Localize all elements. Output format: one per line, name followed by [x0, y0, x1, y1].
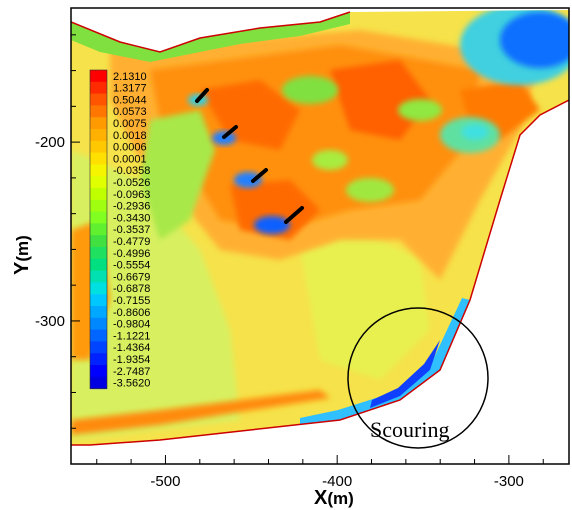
colorbar-swatch	[90, 294, 107, 307]
colorbar-swatch	[90, 129, 107, 142]
colorbar-swatch	[90, 365, 107, 378]
contour-field	[71, 10, 569, 445]
x-tick-label: -500	[150, 473, 180, 490]
domain-boundary	[71, 11, 569, 446]
colorbar-label: -0.6878	[113, 283, 150, 295]
colorbar-label: -0.7155	[113, 295, 150, 307]
colorbar-label: 1.3177	[113, 83, 147, 95]
colorbar-swatch	[90, 105, 107, 118]
x-axis-unit: (m)	[327, 489, 353, 508]
colorbar-label: -0.3430	[113, 212, 150, 224]
spur-dike-3	[251, 168, 268, 183]
scouring-label: Scouring	[370, 417, 449, 442]
spur-dikes	[195, 88, 304, 224]
colorbar-label: -1.1221	[113, 330, 150, 342]
colorbar-swatch	[90, 282, 107, 295]
plot-area: Scouring	[71, 8, 569, 464]
colorbar-swatch	[90, 117, 107, 130]
y-tick-label: -300	[35, 313, 65, 330]
colorbar-swatch	[90, 70, 107, 83]
colorbar-swatch	[90, 317, 107, 331]
colorbar-label: 0.0573	[113, 106, 147, 118]
colorbar-label: -0.4996	[113, 248, 150, 260]
colorbar-swatch	[90, 164, 107, 177]
y-tick-label: -200	[35, 134, 65, 151]
colorbar-label: -0.8606	[113, 307, 150, 319]
colorbar-swatch	[90, 341, 107, 354]
colorbar-label: -3.5620	[113, 378, 150, 390]
colorbar-swatch	[90, 270, 107, 283]
colorbar-label: -0.4779	[113, 236, 150, 248]
colorbar-legend: 2.13101.31770.50440.05730.00750.00180.00…	[89, 69, 150, 390]
colorbar-swatch	[90, 235, 107, 248]
colorbar-label: 0.0006	[113, 142, 147, 154]
y-axis-ticks: -200 -300	[35, 34, 80, 429]
colorbar-label: 0.0018	[113, 130, 147, 142]
x-axis-ticks: -500 -400 -300	[96, 455, 544, 490]
y-axis-label: Y	[11, 261, 33, 275]
colorbar-label: 0.0001	[113, 153, 147, 165]
colorbar-swatch	[90, 247, 107, 260]
spur-dike-4	[284, 206, 304, 224]
colorbar-swatch	[90, 223, 107, 236]
colorbar-swatch	[90, 329, 107, 342]
colorbar-label: 0.0075	[113, 118, 147, 130]
y-axis-unit: (m)	[13, 235, 32, 261]
x-axis-label: X	[314, 487, 328, 509]
colorbar-swatch	[90, 199, 107, 213]
colorbar-swatch	[90, 353, 107, 366]
svg-text:X(m): X(m)	[314, 487, 354, 509]
scouring-circle	[347, 307, 489, 449]
y-axis-title: Y(m)	[11, 235, 33, 275]
colorbar-swatch	[90, 93, 107, 106]
colorbar-swatch	[90, 188, 107, 201]
colorbar-label: -0.2936	[113, 201, 150, 213]
colorbar-frame	[89, 69, 108, 389]
colorbar-label: -1.4364	[113, 342, 150, 354]
colorbar-label: -0.9804	[113, 319, 150, 331]
spur-dike-1	[195, 88, 209, 103]
colorbar-swatch	[90, 140, 107, 154]
colorbar-label: 2.1310	[113, 71, 147, 83]
colorbar-label: 0.5044	[113, 94, 147, 106]
svg-text:Y(m): Y(m)	[11, 235, 33, 275]
colorbar-label: -2.7487	[113, 366, 150, 378]
colorbar-label: -1.9354	[113, 354, 150, 366]
colorbar-swatch	[90, 176, 107, 189]
colorbar-swatch	[90, 211, 107, 224]
colorbar-label: -0.0358	[113, 165, 150, 177]
x-axis-title: X(m)	[314, 487, 354, 509]
colorbar-label: -0.5554	[113, 260, 150, 272]
colorbar-swatch	[90, 376, 107, 390]
colorbar-swatch	[90, 306, 107, 319]
colorbar-label: -0.3537	[113, 224, 150, 236]
colorbar-label: -0.0526	[113, 177, 150, 189]
x-tick-label: -300	[494, 473, 524, 490]
colorbar-swatch	[90, 152, 107, 165]
colorbar-swatch	[90, 81, 107, 95]
spur-dike-2	[222, 125, 238, 139]
colorbar-label: -0.6679	[113, 271, 150, 283]
colorbar-swatch	[90, 258, 107, 272]
plot-frame	[70, 7, 570, 465]
x-tick-label: -400	[322, 473, 352, 490]
colorbar-label: -0.0963	[113, 189, 150, 201]
